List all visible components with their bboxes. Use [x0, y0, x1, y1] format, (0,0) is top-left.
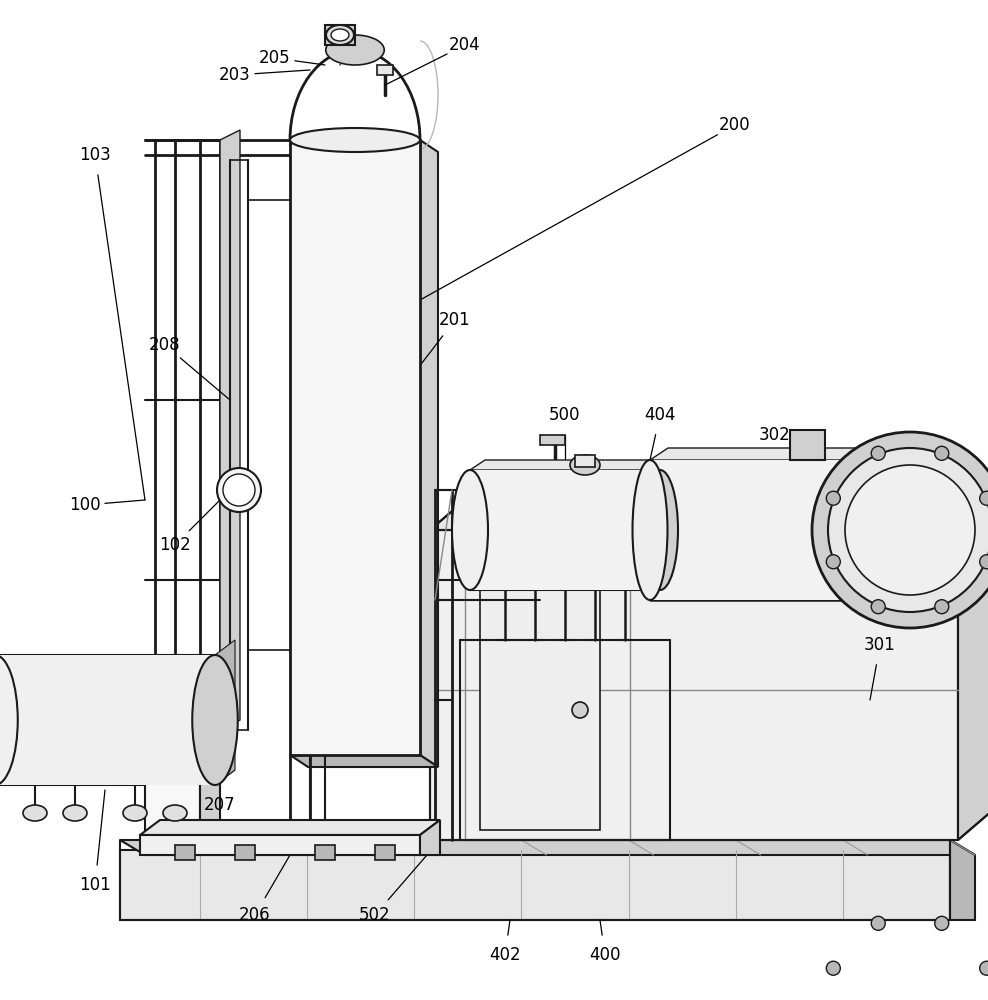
Circle shape [935, 600, 948, 614]
Text: 301: 301 [864, 636, 896, 654]
Polygon shape [220, 130, 240, 730]
Text: 400: 400 [589, 946, 620, 964]
Polygon shape [290, 140, 420, 755]
Text: 100: 100 [69, 496, 101, 514]
Polygon shape [145, 730, 200, 840]
Ellipse shape [326, 25, 354, 45]
Text: 402: 402 [489, 946, 521, 964]
Circle shape [812, 432, 988, 628]
Bar [375, 845, 395, 860]
Ellipse shape [217, 468, 261, 512]
Ellipse shape [570, 455, 600, 475]
Polygon shape [958, 500, 988, 840]
Ellipse shape [290, 128, 420, 152]
Text: 302: 302 [759, 426, 790, 444]
Polygon shape [290, 755, 438, 767]
Polygon shape [650, 460, 910, 600]
Polygon shape [420, 820, 440, 855]
Text: 204: 204 [450, 36, 481, 54]
Polygon shape [0, 770, 235, 785]
Circle shape [871, 600, 885, 614]
Polygon shape [660, 460, 675, 590]
Circle shape [845, 465, 975, 595]
Circle shape [980, 555, 988, 569]
Ellipse shape [123, 805, 147, 821]
Text: 208: 208 [149, 336, 181, 354]
Text: 300: 300 [860, 536, 891, 554]
Polygon shape [430, 530, 958, 840]
Bar [540, 435, 565, 445]
Text: 500: 500 [549, 406, 581, 424]
Polygon shape [430, 500, 988, 530]
Circle shape [826, 555, 841, 569]
Circle shape [828, 448, 988, 612]
Bar [175, 845, 195, 860]
Circle shape [826, 961, 841, 975]
Polygon shape [470, 460, 675, 470]
Circle shape [826, 491, 841, 505]
Text: 101: 101 [79, 876, 111, 894]
Text: 200: 200 [719, 116, 751, 134]
Polygon shape [200, 715, 220, 840]
Ellipse shape [642, 470, 678, 590]
Circle shape [935, 916, 948, 930]
Circle shape [871, 446, 885, 460]
Ellipse shape [452, 470, 488, 590]
Polygon shape [0, 655, 215, 785]
Polygon shape [120, 840, 975, 855]
Text: 203: 203 [219, 66, 251, 84]
Text: 207: 207 [205, 796, 236, 814]
Polygon shape [950, 840, 975, 920]
Bar [790, 430, 825, 460]
Ellipse shape [632, 460, 668, 600]
Polygon shape [420, 140, 438, 767]
Bar [235, 845, 255, 860]
Ellipse shape [63, 805, 87, 821]
Text: 502: 502 [360, 906, 391, 924]
Ellipse shape [0, 655, 18, 785]
Polygon shape [140, 835, 420, 855]
Bar [480, 570, 600, 830]
Polygon shape [650, 448, 928, 460]
Bar [325, 25, 355, 45]
Polygon shape [140, 820, 440, 835]
Bar [575, 455, 595, 467]
Text: 205: 205 [259, 49, 290, 67]
Bar [377, 65, 393, 75]
Circle shape [980, 491, 988, 505]
Ellipse shape [163, 805, 187, 821]
Polygon shape [120, 850, 950, 920]
Circle shape [935, 446, 948, 460]
Text: 102: 102 [159, 536, 191, 554]
Circle shape [871, 916, 885, 930]
Polygon shape [470, 470, 660, 590]
Text: 103: 103 [79, 146, 111, 164]
Ellipse shape [223, 474, 255, 506]
Ellipse shape [23, 805, 47, 821]
Text: 404: 404 [644, 406, 676, 424]
Text: 201: 201 [439, 311, 471, 329]
Ellipse shape [193, 655, 238, 785]
Circle shape [572, 702, 588, 718]
Ellipse shape [331, 29, 349, 41]
Text: 206: 206 [239, 906, 271, 924]
Bar [315, 845, 335, 860]
Text: 202: 202 [329, 36, 361, 54]
Polygon shape [145, 715, 220, 730]
Circle shape [980, 961, 988, 975]
Polygon shape [215, 640, 235, 785]
Ellipse shape [326, 35, 384, 65]
